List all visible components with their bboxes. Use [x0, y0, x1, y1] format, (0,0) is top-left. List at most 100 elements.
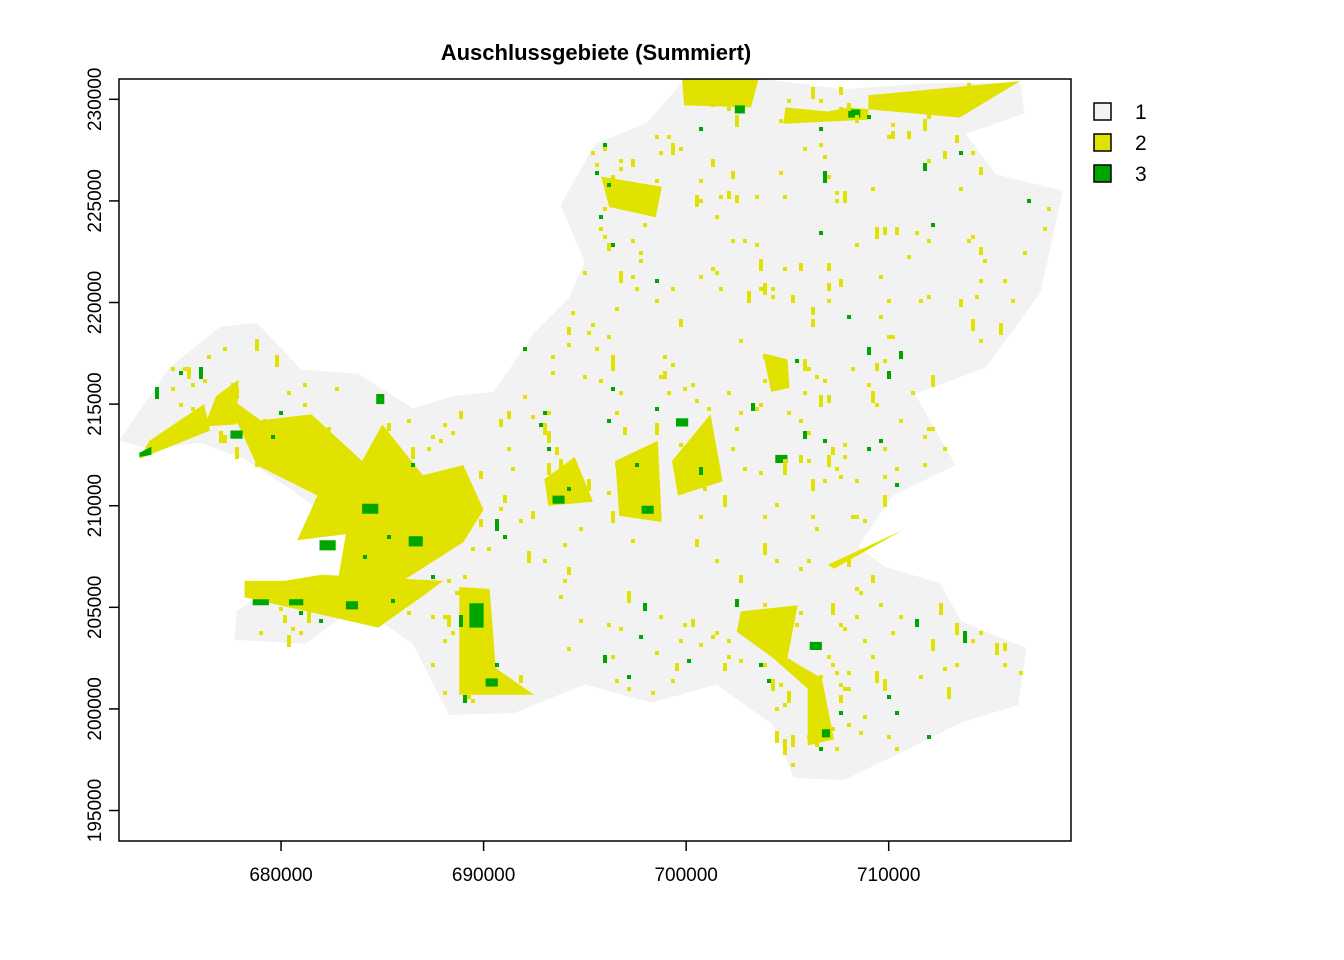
raster-cell-class-2: [787, 639, 791, 643]
x-tick-label: 690000: [452, 865, 515, 886]
raster-cell-class-2: [427, 523, 431, 527]
class-3-region-18: [676, 418, 689, 427]
x-tick-label: 700000: [654, 865, 717, 886]
raster-cell-class-2: [783, 471, 787, 475]
raster-cell-class-2: [699, 275, 703, 279]
raster-cell-class-2: [955, 623, 959, 635]
raster-cell-class-2: [891, 631, 895, 635]
raster-cell-class-2: [807, 459, 811, 463]
raster-cell-class-2: [783, 627, 787, 631]
raster-cell-class-2: [851, 515, 855, 519]
raster-cell-class-2: [739, 575, 743, 583]
raster-cell-class-2: [275, 355, 279, 367]
raster-cell-class-2: [891, 123, 895, 127]
raster-cell-class-2: [171, 387, 175, 391]
raster-cell-class-2: [691, 383, 695, 387]
raster-cell-class-2: [979, 247, 983, 251]
raster-cell-class-3: [199, 367, 203, 379]
raster-cell-class-2: [791, 735, 795, 747]
raster-speckle: [155, 83, 1051, 767]
raster-cell-class-3: [867, 347, 871, 355]
raster-cell-class-2: [699, 515, 703, 519]
raster-cell-class-2: [755, 407, 759, 411]
raster-cell-class-2: [663, 355, 667, 359]
legend-label-3: 3: [1135, 163, 1147, 186]
raster-cell-class-2: [727, 391, 731, 395]
raster-cell-class-2: [787, 691, 791, 703]
raster-cell-class-2: [631, 539, 635, 543]
raster-cell-class-2: [231, 383, 235, 387]
raster-cell-class-2: [571, 311, 575, 315]
raster-cell-class-2: [887, 299, 891, 303]
raster-cell-class-2: [355, 471, 359, 479]
raster-cell-class-2: [711, 159, 715, 167]
raster-cell-class-3: [803, 431, 807, 439]
raster-cell-class-2: [179, 403, 183, 407]
raster-cell-class-3: [279, 411, 283, 415]
raster-cell-class-2: [627, 687, 631, 691]
raster-cell-class-2: [223, 435, 227, 443]
raster-cell-class-2: [971, 235, 975, 239]
raster-cell-class-2: [763, 543, 767, 555]
raster-cell-class-2: [787, 659, 791, 663]
raster-cell-class-2: [923, 435, 927, 439]
raster-cell-class-3: [495, 663, 499, 667]
raster-cell-class-2: [619, 391, 623, 395]
raster-cell-class-2: [511, 467, 515, 471]
raster-cell-class-2: [927, 111, 931, 119]
raster-cell-class-2: [363, 563, 367, 567]
raster-cell-class-2: [611, 367, 615, 371]
raster-cell-class-2: [731, 171, 735, 179]
raster-cell-class-2: [411, 531, 415, 535]
raster-cell-class-2: [291, 443, 295, 447]
raster-cell-class-2: [843, 687, 847, 691]
y-tick-label: 220000: [85, 271, 106, 334]
raster-cell-class-2: [459, 411, 463, 419]
raster-cell-class-2: [715, 215, 719, 219]
raster-cell-class-2: [983, 259, 987, 263]
raster-cell-class-2: [847, 103, 851, 111]
raster-cell-class-2: [795, 623, 799, 627]
class-2-region-3: [204, 379, 239, 427]
raster-cell-class-3: [567, 487, 571, 491]
raster-cell-class-2: [711, 635, 715, 639]
raster-cell-class-2: [235, 407, 239, 411]
raster-cell-class-2: [655, 179, 659, 183]
raster-cell-class-2: [811, 479, 815, 491]
raster-cell-class-2: [927, 159, 931, 163]
raster-cell-class-3: [655, 407, 659, 411]
raster-cell-class-2: [779, 171, 783, 175]
raster-cell-class-2: [971, 87, 975, 91]
raster-cell-class-2: [743, 239, 747, 243]
raster-cell-class-2: [735, 199, 739, 203]
raster-cell-class-2: [847, 687, 851, 691]
raster-cell-class-2: [591, 323, 595, 327]
raster-cell-class-2: [291, 627, 295, 631]
raster-cell-class-2: [663, 371, 667, 379]
raster-cell-class-2: [775, 559, 779, 563]
raster-cell-class-2: [443, 615, 447, 619]
raster-cell-class-3: [867, 115, 871, 119]
raster-cell-class-3: [543, 411, 547, 415]
raster-cell-class-3: [363, 555, 367, 559]
raster-cell-class-2: [655, 135, 659, 139]
raster-cell-class-2: [787, 99, 791, 103]
raster-cell-class-2: [583, 271, 587, 275]
raster-cell-class-2: [723, 495, 727, 507]
raster-cell-class-2: [839, 279, 843, 287]
raster-cell-class-2: [187, 367, 191, 379]
raster-cell-class-2: [819, 675, 823, 679]
raster-cell-class-2: [675, 663, 679, 671]
raster-cell-class-2: [739, 339, 743, 343]
raster-cell-class-2: [815, 375, 819, 379]
raster-cell-class-2: [771, 287, 775, 291]
raster-cell-class-2: [883, 227, 887, 235]
raster-cell-class-2: [451, 631, 455, 635]
raster-cell-class-3: [635, 463, 639, 467]
raster-cell-class-2: [791, 763, 795, 767]
raster-cell-class-2: [579, 619, 583, 623]
raster-cell-class-2: [835, 199, 839, 203]
class-3-region-8: [408, 536, 423, 547]
raster-cell-class-2: [883, 679, 887, 691]
